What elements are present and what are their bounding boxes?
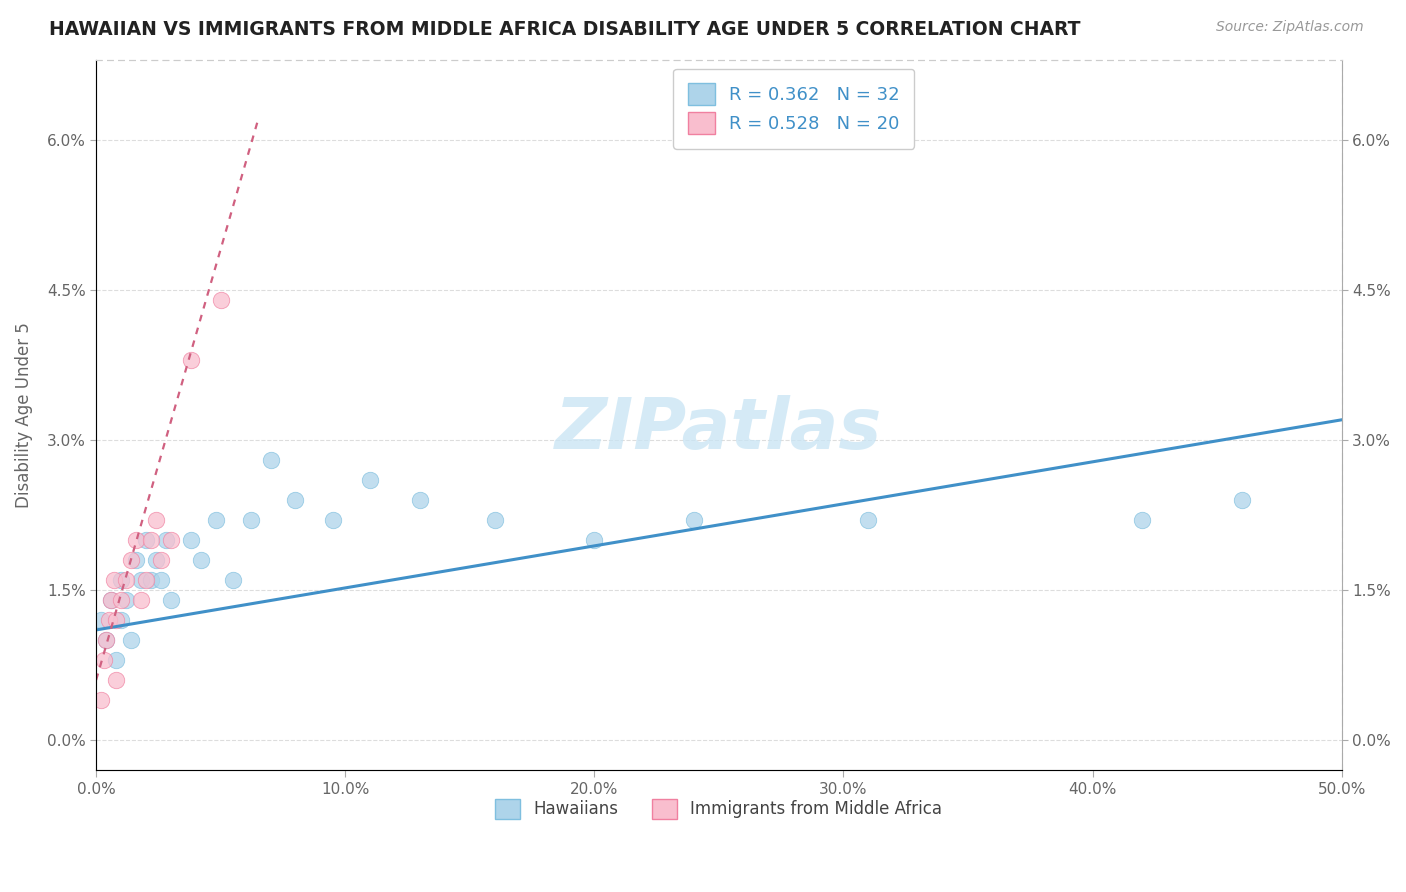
- Point: [129, 573, 152, 587]
- Point: [204, 513, 226, 527]
- Point: [484, 513, 506, 527]
- Point: [284, 492, 307, 507]
- Point: [190, 553, 212, 567]
- Point: [125, 553, 148, 567]
- Text: Source: ZipAtlas.com: Source: ZipAtlas.com: [1216, 20, 1364, 34]
- Point: [858, 513, 880, 527]
- Point: [105, 613, 128, 627]
- Point: [94, 632, 117, 647]
- Point: [180, 533, 202, 547]
- Legend: Hawaiians, Immigrants from Middle Africa: Hawaiians, Immigrants from Middle Africa: [489, 792, 949, 826]
- Y-axis label: Disability Age Under 5: Disability Age Under 5: [15, 322, 32, 508]
- Point: [160, 533, 183, 547]
- Point: [125, 533, 148, 547]
- Point: [103, 573, 125, 587]
- Point: [239, 513, 262, 527]
- Point: [155, 533, 177, 547]
- Point: [115, 593, 138, 607]
- Point: [110, 573, 132, 587]
- Point: [145, 553, 167, 567]
- Point: [97, 613, 120, 627]
- Point: [149, 573, 172, 587]
- Point: [105, 673, 128, 687]
- Point: [120, 632, 142, 647]
- Point: [94, 632, 117, 647]
- Point: [322, 513, 344, 527]
- Text: HAWAIIAN VS IMMIGRANTS FROM MIDDLE AFRICA DISABILITY AGE UNDER 5 CORRELATION CHA: HAWAIIAN VS IMMIGRANTS FROM MIDDLE AFRIC…: [49, 20, 1081, 38]
- Point: [100, 593, 122, 607]
- Point: [409, 492, 432, 507]
- Point: [1230, 492, 1253, 507]
- Point: [135, 573, 157, 587]
- Point: [90, 613, 112, 627]
- Point: [180, 352, 202, 367]
- Point: [583, 533, 606, 547]
- Point: [135, 533, 157, 547]
- Point: [222, 573, 245, 587]
- Point: [115, 573, 138, 587]
- Point: [139, 573, 162, 587]
- Point: [683, 513, 706, 527]
- Point: [90, 693, 112, 707]
- Point: [110, 613, 132, 627]
- Point: [160, 593, 183, 607]
- Point: [100, 593, 122, 607]
- Point: [129, 593, 152, 607]
- Point: [149, 553, 172, 567]
- Point: [93, 653, 115, 667]
- Text: ZIPatlas: ZIPatlas: [555, 394, 883, 464]
- Point: [139, 533, 162, 547]
- Point: [359, 473, 381, 487]
- Point: [110, 593, 132, 607]
- Point: [105, 653, 128, 667]
- Point: [145, 513, 167, 527]
- Point: [259, 452, 281, 467]
- Point: [209, 293, 232, 307]
- Point: [1132, 513, 1154, 527]
- Point: [120, 553, 142, 567]
